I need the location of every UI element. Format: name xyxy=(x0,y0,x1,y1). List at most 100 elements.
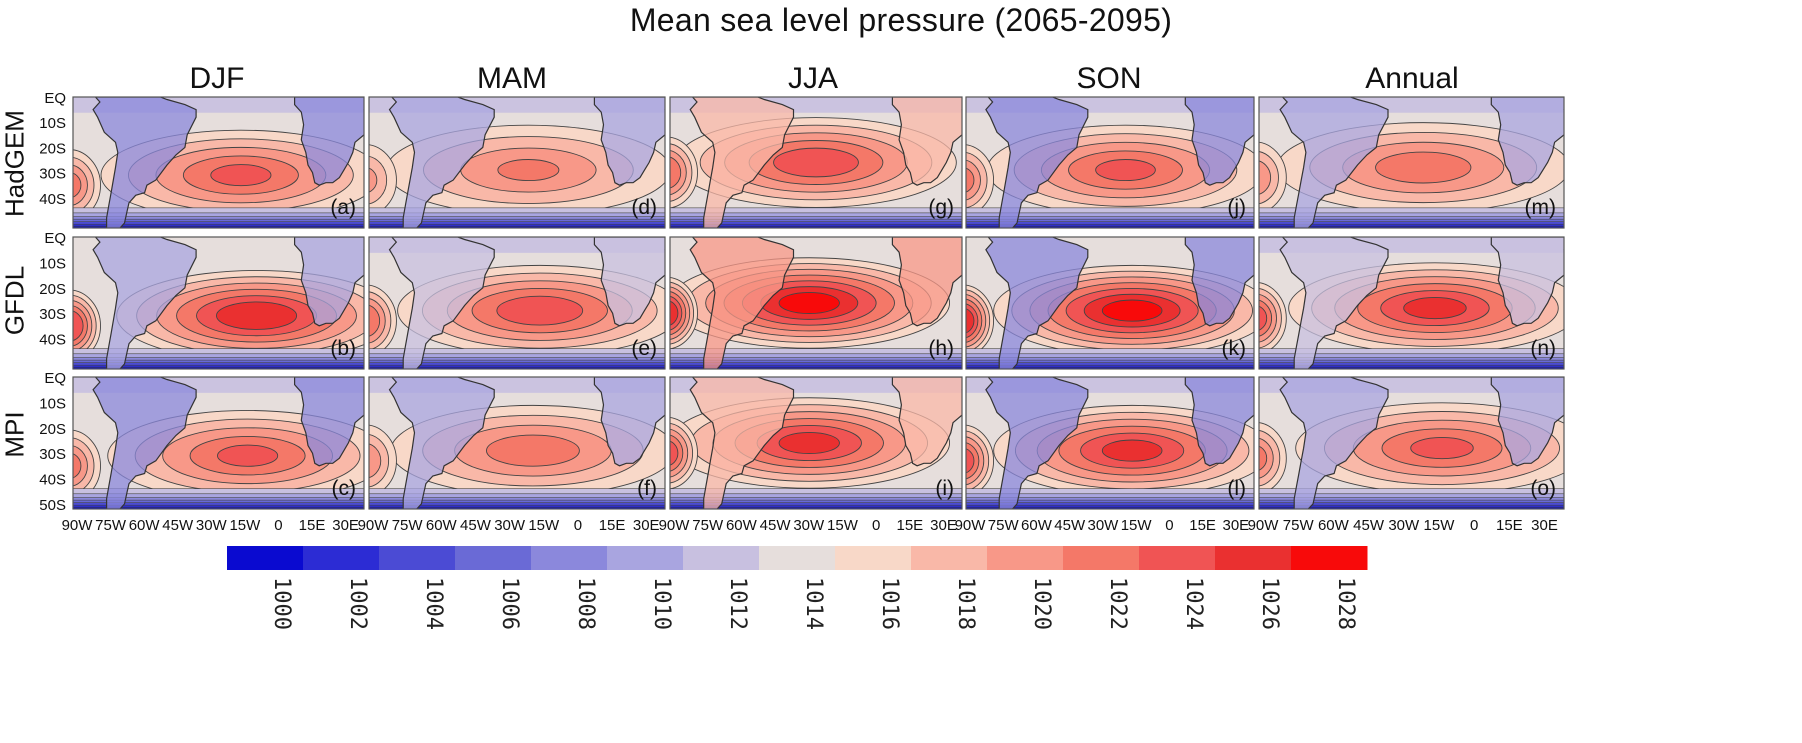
panel-letter: (k) xyxy=(1222,337,1247,360)
colorbar-tick-label: 1020 xyxy=(1029,577,1054,630)
panel-letter: (i) xyxy=(935,477,954,500)
colorbar-tick-label: 1002 xyxy=(345,577,370,630)
africa-outline xyxy=(1184,237,1254,327)
colorbar-tick-label: 1016 xyxy=(877,577,902,630)
x-tick-label: 45W xyxy=(1054,517,1086,534)
pressure-band xyxy=(73,366,364,369)
x-tick-label: 30E xyxy=(633,517,660,534)
panel-letter: (b) xyxy=(330,337,356,360)
africa-outline xyxy=(891,237,962,327)
south-america-outline xyxy=(92,97,197,228)
y-tick-label: 20S xyxy=(39,140,66,157)
panel-border xyxy=(368,236,666,370)
south-america-outline xyxy=(985,237,1089,369)
pressure-band xyxy=(1259,506,1564,509)
column-header-annual: Annual xyxy=(1365,62,1459,95)
y-tick-label: 30S xyxy=(39,166,66,183)
pressure-contour xyxy=(778,431,840,455)
south-america-outline xyxy=(689,237,795,369)
x-tick-label: 15E xyxy=(896,517,923,534)
pressure-contour xyxy=(1403,297,1467,320)
panel-border xyxy=(368,96,666,229)
x-tick-label: 90W xyxy=(1248,517,1280,534)
south-america-outline xyxy=(689,377,795,509)
colorbar-tick-label: 1018 xyxy=(953,577,978,630)
x-tick-label: 15W xyxy=(1424,517,1456,534)
pressure-contour xyxy=(73,453,82,479)
south-america-outline xyxy=(92,237,197,369)
y-tick-label: 20S xyxy=(39,281,66,298)
panel-letter: (c) xyxy=(332,477,357,500)
pressure-contour xyxy=(966,308,975,334)
colorbar-segment xyxy=(1139,546,1216,570)
x-tick-label: 45W xyxy=(460,517,492,534)
x-tick-label: 45W xyxy=(1353,517,1385,534)
pressure-contour xyxy=(670,156,682,189)
pressure-contour xyxy=(1101,299,1163,322)
x-tick-label: 30W xyxy=(1388,517,1420,534)
colorbar-segment xyxy=(835,546,912,570)
pressure-contour xyxy=(1410,437,1474,460)
y-tick-label: EQ xyxy=(44,90,66,107)
colorbar-tick-label: 1014 xyxy=(801,577,826,630)
x-tick-label: 60W xyxy=(426,517,458,534)
map-panel: (d) xyxy=(368,96,666,229)
x-tick-label: 90W xyxy=(62,517,94,534)
panel-border xyxy=(965,376,1255,510)
panel-letter: (h) xyxy=(928,337,954,360)
panel-letter: (j) xyxy=(1227,196,1246,219)
colorbar-tick-label: 1012 xyxy=(725,577,750,630)
south-america-outline xyxy=(985,97,1089,228)
x-tick-label: 0 xyxy=(1165,517,1173,534)
colorbar-segment xyxy=(1063,546,1140,570)
africa-outline xyxy=(593,237,665,327)
map-panel: (m) xyxy=(1258,96,1565,229)
panel-border xyxy=(72,96,365,229)
pressure-band xyxy=(670,366,962,369)
colorbar-tick-label: 1000 xyxy=(269,577,294,630)
pressure-band xyxy=(966,225,1254,228)
x-tick-label: 60W xyxy=(1318,517,1350,534)
pressure-band xyxy=(73,225,364,228)
africa-outline xyxy=(1490,97,1564,186)
panel-letter: (a) xyxy=(330,196,356,219)
y-tick-label: 10S xyxy=(39,395,66,412)
x-tick-label: 0 xyxy=(872,517,880,534)
africa-outline xyxy=(294,377,364,467)
panel-border xyxy=(1258,236,1565,370)
pressure-contour xyxy=(216,301,298,330)
panel-border xyxy=(1258,376,1565,510)
colorbar-segment xyxy=(379,546,456,570)
pressure-contour xyxy=(73,310,84,342)
pressure-contour xyxy=(486,434,580,467)
pressure-contour xyxy=(966,167,975,193)
colorbar-tick-label: 1010 xyxy=(649,577,674,630)
pressure-contour xyxy=(670,440,679,466)
x-tick-label: 0 xyxy=(1470,517,1478,534)
map-panel: (c) xyxy=(72,376,365,510)
pressure-band xyxy=(369,225,665,228)
x-tick-label: 15E xyxy=(299,517,326,534)
x-tick-label: 60W xyxy=(726,517,758,534)
south-america-outline xyxy=(1279,377,1389,509)
panel-letter: (e) xyxy=(631,337,657,360)
x-tick-label: 15E xyxy=(599,517,626,534)
pressure-contour xyxy=(1259,445,1268,471)
africa-outline xyxy=(1184,97,1254,186)
colorbar-segment xyxy=(987,546,1064,570)
pressure-contour xyxy=(369,167,378,193)
y-tick-label: 40S xyxy=(39,472,66,489)
pressure-contour xyxy=(1101,439,1163,462)
pressure-contour xyxy=(369,443,382,479)
panel-letter: (m) xyxy=(1525,196,1556,219)
x-tick-label: 30E xyxy=(1222,517,1249,534)
pressure-band xyxy=(369,366,665,369)
figure-title: Mean sea level pressure (2065-2095) xyxy=(629,2,1173,38)
x-tick-label: 75W xyxy=(95,517,127,534)
map-panel: (i) xyxy=(669,376,963,510)
pressure-contour xyxy=(1095,159,1156,182)
colorbar-tick-label: 1008 xyxy=(573,577,598,630)
pressure-band xyxy=(73,506,364,509)
x-tick-label: 75W xyxy=(988,517,1020,534)
y-tick-label: 40S xyxy=(39,191,66,208)
